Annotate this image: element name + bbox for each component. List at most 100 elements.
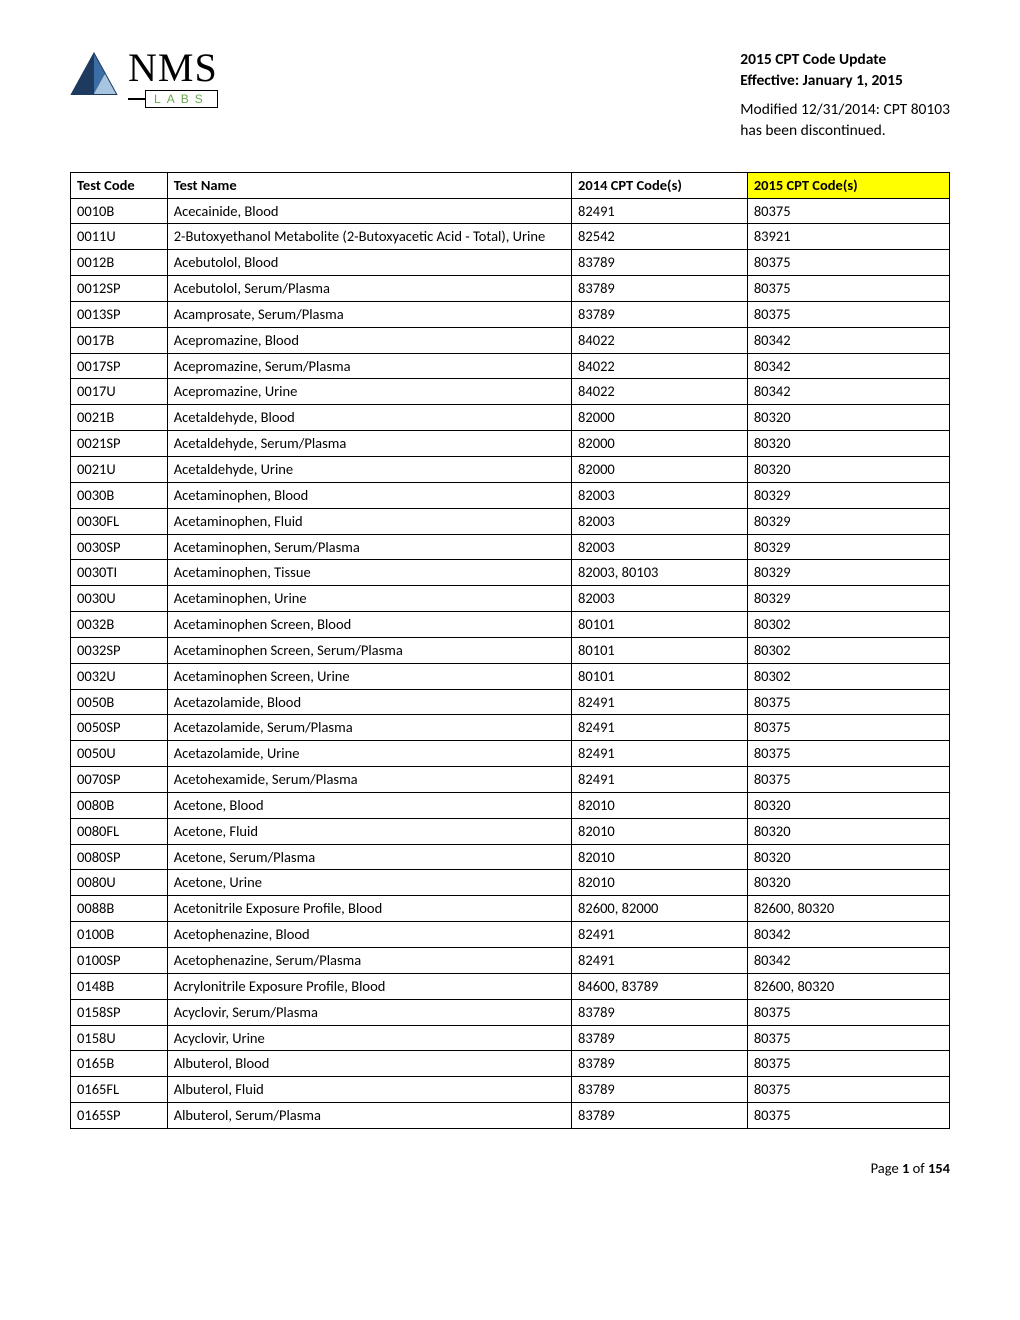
table-cell: Acetaldehyde, Urine	[167, 456, 571, 482]
table-cell: Acebutolol, Blood	[167, 250, 571, 276]
table-cell: 80375	[747, 198, 949, 224]
table-row: 0030SPAcetaminophen, Serum/Plasma8200380…	[71, 534, 950, 560]
modified-line1: Modified 12/31/2014: CPT 80103	[740, 100, 950, 121]
table-cell: 80320	[747, 456, 949, 482]
table-row: 0017UAcepromazine, Urine8402280342	[71, 379, 950, 405]
col-test-name: Test Name	[167, 172, 571, 198]
table-row: 0017BAcepromazine, Blood8402280342	[71, 327, 950, 353]
table-cell: Acepromazine, Urine	[167, 379, 571, 405]
table-cell: 82600, 80320	[747, 896, 949, 922]
table-cell: 83789	[572, 250, 748, 276]
table-cell: 0070SP	[71, 767, 168, 793]
table-cell: 80329	[747, 482, 949, 508]
cpt-codes-table: Test Code Test Name 2014 CPT Code(s) 201…	[70, 172, 950, 1129]
table-cell: 83789	[572, 276, 748, 302]
page-footer: Page 1 of 154	[70, 1159, 950, 1177]
logo-triangle-icon	[70, 50, 118, 98]
table-cell: 80329	[747, 508, 949, 534]
table-cell: Acepromazine, Blood	[167, 327, 571, 353]
table-cell: 83789	[572, 999, 748, 1025]
table-cell: 0030FL	[71, 508, 168, 534]
table-cell: 80375	[747, 276, 949, 302]
table-cell: 82003	[572, 508, 748, 534]
table-cell: 80101	[572, 663, 748, 689]
table-cell: 0030U	[71, 586, 168, 612]
table-cell: 0021B	[71, 405, 168, 431]
table-cell: 80320	[747, 431, 949, 457]
col-test-code: Test Code	[71, 172, 168, 198]
table-cell: 80375	[747, 999, 949, 1025]
table-cell: 0165B	[71, 1051, 168, 1077]
table-cell: Acetone, Blood	[167, 792, 571, 818]
table-cell: 83921	[747, 224, 949, 250]
table-cell: 82003	[572, 482, 748, 508]
table-cell: 82491	[572, 922, 748, 948]
table-cell: 84022	[572, 353, 748, 379]
table-cell: 0017B	[71, 327, 168, 353]
table-row: 0011U2-Butoxyethanol Metabolite (2-Butox…	[71, 224, 950, 250]
table-cell: Acetaminophen, Serum/Plasma	[167, 534, 571, 560]
table-cell: Acetaminophen, Fluid	[167, 508, 571, 534]
table-row: 0012BAcebutolol, Blood8378980375	[71, 250, 950, 276]
table-cell: 0017U	[71, 379, 168, 405]
table-cell: Acetazolamide, Serum/Plasma	[167, 715, 571, 741]
table-cell: 80320	[747, 792, 949, 818]
table-row: 0165BAlbuterol, Blood8378980375	[71, 1051, 950, 1077]
table-cell: Acyclovir, Serum/Plasma	[167, 999, 571, 1025]
table-cell: Acetophenazine, Blood	[167, 922, 571, 948]
table-cell: Albuterol, Serum/Plasma	[167, 1103, 571, 1129]
table-cell: 0032B	[71, 612, 168, 638]
table-cell: 0012SP	[71, 276, 168, 302]
page-of: of	[909, 1159, 928, 1177]
table-row: 0021UAcetaldehyde, Urine8200080320	[71, 456, 950, 482]
table-row: 0032UAcetaminophen Screen, Urine80101803…	[71, 663, 950, 689]
table-row: 0030TIAcetaminophen, Tissue82003, 801038…	[71, 560, 950, 586]
table-cell: 80320	[747, 405, 949, 431]
table-cell: 82600, 82000	[572, 896, 748, 922]
table-cell: Acyclovir, Urine	[167, 1025, 571, 1051]
table-row: 0100BAcetophenazine, Blood8249180342	[71, 922, 950, 948]
table-cell: 0080FL	[71, 818, 168, 844]
table-cell: Acetaminophen, Tissue	[167, 560, 571, 586]
table-cell: 0100SP	[71, 948, 168, 974]
table-row: 0050SPAcetazolamide, Serum/Plasma8249180…	[71, 715, 950, 741]
table-row: 0080FLAcetone, Fluid8201080320	[71, 818, 950, 844]
table-cell: 80320	[747, 870, 949, 896]
table-cell: 82003	[572, 534, 748, 560]
table-cell: 0050B	[71, 689, 168, 715]
table-cell: 0080SP	[71, 844, 168, 870]
page-header: NMS LABS 2015 CPT Code Update Effective:…	[70, 50, 950, 142]
table-cell: 80375	[747, 1077, 949, 1103]
col-2014-cpt: 2014 CPT Code(s)	[572, 172, 748, 198]
table-cell: Acetonitrile Exposure Profile, Blood	[167, 896, 571, 922]
table-row: 0030BAcetaminophen, Blood8200380329	[71, 482, 950, 508]
table-cell: 0012B	[71, 250, 168, 276]
logo-labs-text: LABS	[145, 90, 218, 108]
table-cell: 0148B	[71, 973, 168, 999]
table-cell: 0032SP	[71, 637, 168, 663]
table-row: 0013SPAcamprosate, Serum/Plasma837898037…	[71, 301, 950, 327]
table-cell: 83789	[572, 301, 748, 327]
table-cell: Acebutolol, Serum/Plasma	[167, 276, 571, 302]
table-cell: 82010	[572, 870, 748, 896]
table-row: 0030FLAcetaminophen, Fluid8200380329	[71, 508, 950, 534]
table-cell: 84022	[572, 327, 748, 353]
table-cell: 0030B	[71, 482, 168, 508]
table-cell: 80375	[747, 689, 949, 715]
table-cell: 0100B	[71, 922, 168, 948]
table-cell: 80342	[747, 948, 949, 974]
table-row: 0080BAcetone, Blood8201080320	[71, 792, 950, 818]
table-cell: 80320	[747, 818, 949, 844]
table-cell: 80375	[747, 250, 949, 276]
modified-note: Modified 12/31/2014: CPT 80103 has been …	[740, 100, 950, 142]
table-row: 0080SPAcetone, Serum/Plasma8201080320	[71, 844, 950, 870]
table-cell: 0088B	[71, 896, 168, 922]
table-cell: 0030SP	[71, 534, 168, 560]
table-cell: Acetone, Urine	[167, 870, 571, 896]
table-cell: Acetaldehyde, Serum/Plasma	[167, 431, 571, 457]
table-cell: 2-Butoxyethanol Metabolite (2-Butoxyacet…	[167, 224, 571, 250]
page-total: 154	[928, 1159, 950, 1177]
modified-line2: has been discontinued.	[740, 121, 950, 142]
table-cell: Acetone, Fluid	[167, 818, 571, 844]
table-row: 0050BAcetazolamide, Blood8249180375	[71, 689, 950, 715]
